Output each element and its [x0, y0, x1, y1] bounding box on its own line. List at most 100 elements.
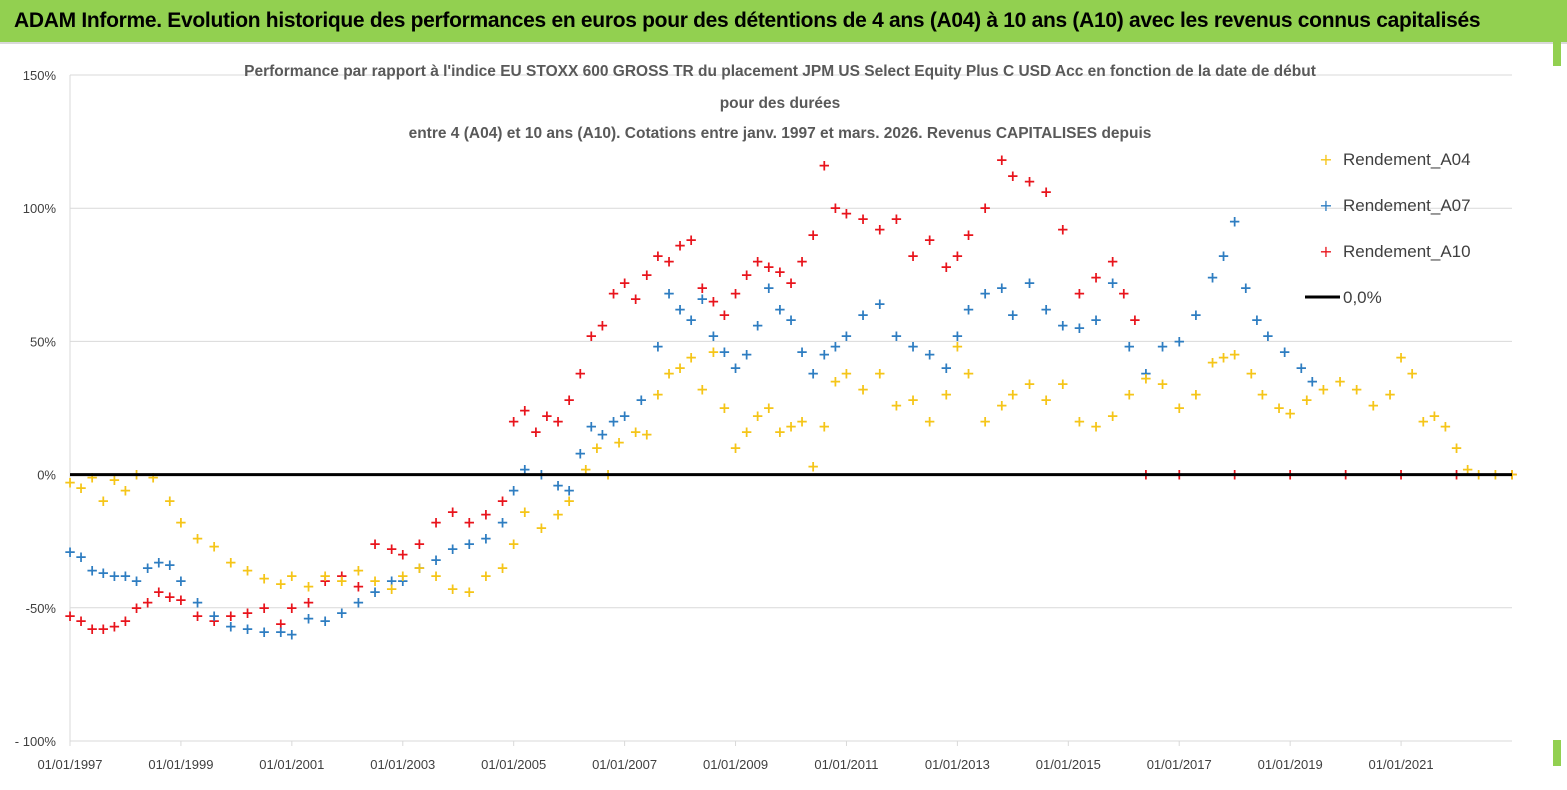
point-A04: +: [1217, 348, 1230, 366]
y-tick-label: 150%: [23, 68, 57, 83]
y-tick-label: 0%: [37, 468, 56, 483]
point-A04: +: [890, 396, 903, 414]
point-A04: +: [208, 538, 221, 556]
point-A10: +: [740, 266, 753, 284]
point-A10: +: [818, 157, 831, 175]
point-A10: +: [385, 540, 398, 558]
point-A10: +: [618, 274, 631, 292]
point-A04: +: [840, 364, 853, 382]
point-A04: +: [241, 562, 254, 580]
point-A10: +: [241, 604, 254, 622]
point-A10: +: [923, 231, 936, 249]
point-A07: +: [995, 279, 1008, 297]
point-A07: +: [164, 556, 177, 574]
point-A10: +: [108, 617, 121, 635]
point-A07: +: [1073, 319, 1086, 337]
point-A04: +: [119, 482, 132, 500]
point-A04: +: [1206, 354, 1219, 372]
point-A04: +: [86, 468, 99, 486]
point-A10: +: [1023, 173, 1036, 191]
point-A04: +: [962, 364, 975, 382]
point-A07: +: [1190, 306, 1203, 324]
point-A10: +: [130, 599, 143, 617]
point-A07: +: [585, 418, 598, 436]
point-A04: +: [175, 514, 188, 532]
point-A04: +: [1350, 380, 1363, 398]
point-A04: +: [1073, 412, 1086, 430]
point-A07: +: [446, 540, 459, 558]
point-A04: +: [1395, 348, 1408, 366]
point-A07: +: [413, 559, 426, 577]
point-A04: +: [1256, 386, 1269, 404]
point-A10: +: [164, 588, 177, 606]
point-A07: +: [225, 617, 238, 635]
point-A07: +: [685, 311, 698, 329]
point-A04: +: [1450, 439, 1463, 457]
legend-marker-A04: +: [1319, 150, 1332, 169]
point-A10: +: [995, 151, 1008, 169]
point-A10: +: [807, 226, 820, 244]
chart-title-line: Performance par rapport à l'indice EU ST…: [244, 63, 1316, 80]
point-A07: +: [907, 338, 920, 356]
point-A10: +: [574, 364, 587, 382]
point-A07: +: [763, 279, 776, 297]
point-A04: +: [1317, 380, 1330, 398]
point-A07: +: [574, 444, 587, 462]
point-A07: +: [962, 300, 975, 318]
point-A10: +: [785, 274, 798, 292]
point-A07: +: [286, 625, 299, 643]
point-A04: +: [552, 506, 565, 524]
point-A10: +: [707, 292, 720, 310]
point-A07: +: [175, 572, 188, 590]
point-A04: +: [1173, 399, 1186, 417]
point-A07: +: [857, 306, 870, 324]
point-A10: +: [696, 279, 709, 297]
chart-area: Performance par rapport à l'indice EU ST…: [15, 63, 1519, 772]
point-A07: +: [1173, 332, 1186, 350]
point-A10: +: [97, 620, 110, 638]
point-A07: +: [979, 284, 992, 302]
point-A07: +: [1206, 268, 1219, 286]
point-A07: +: [807, 364, 820, 382]
point-A07: +: [141, 559, 154, 577]
point-A10: +: [607, 284, 620, 302]
point-A04: +: [979, 412, 992, 430]
point-A10: +: [774, 263, 787, 281]
point-A07: +: [674, 300, 687, 318]
point-A10: +: [674, 236, 687, 254]
point-A07: +: [1090, 311, 1103, 329]
x-tick-label: 01/01/2015: [1036, 757, 1101, 772]
point-A10: +: [530, 423, 543, 441]
x-tick-label: 01/01/2009: [703, 757, 768, 772]
point-A04: +: [591, 439, 604, 457]
point-A10: +: [396, 546, 409, 564]
point-A07: +: [1217, 247, 1230, 265]
banner: ADAM Informe. Evolution historique des p…: [0, 0, 1567, 44]
point-A07: +: [241, 620, 254, 638]
point-A10: +: [1056, 221, 1069, 239]
point-A10: +: [962, 226, 975, 244]
point-A04: +: [807, 458, 820, 476]
point-A10: +: [940, 258, 953, 276]
point-A04: +: [923, 412, 936, 430]
point-A04: +: [64, 474, 77, 492]
point-A04: +: [729, 439, 742, 457]
point-A04: +: [785, 418, 798, 436]
series-A10: ++++++++++++ + + + +++ ++ +++ ++++++ +++++++++++…: [64, 151, 1519, 638]
legend-label-A07: Rendement_A07: [1343, 196, 1471, 215]
point-A10: +: [829, 199, 842, 217]
point-A04: +: [629, 423, 642, 441]
point-A04: +: [369, 572, 382, 590]
point-A07: +: [1007, 306, 1020, 324]
point-A10: +: [302, 593, 315, 611]
report-title: ADAM Informe. Evolution historique des p…: [14, 9, 1481, 32]
point-A07: +: [335, 604, 348, 622]
point-A10: +: [86, 620, 99, 638]
point-A04: +: [274, 575, 287, 593]
point-A07: +: [1295, 359, 1308, 377]
point-A04: +: [286, 567, 299, 585]
point-A10: +: [552, 412, 565, 430]
x-axis-labels: 01/01/1997 01/01/1999 01/01/2001 01/01/2003…: [37, 757, 1433, 772]
point-A10: +: [175, 591, 188, 609]
point-A07: +: [1106, 274, 1119, 292]
